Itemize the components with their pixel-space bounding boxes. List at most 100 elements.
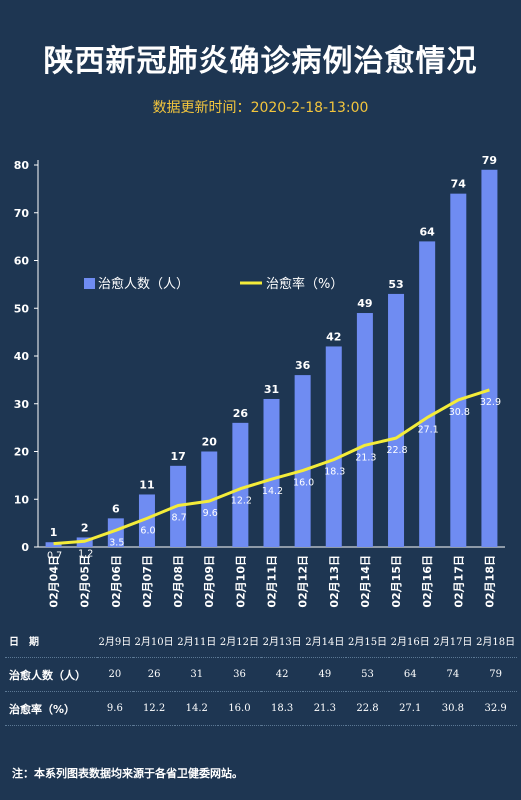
update-label: 数据更新时间： xyxy=(152,100,251,116)
table-cell: 20 xyxy=(97,657,133,692)
y-tick-label: 30 xyxy=(14,398,30,411)
bar xyxy=(201,451,218,547)
y-tick-label: 80 xyxy=(14,159,30,172)
rate-value-label: 32.9 xyxy=(480,397,501,408)
x-tick-label: 02月10日 xyxy=(234,555,247,608)
bar-value-label: 6 xyxy=(112,502,120,515)
legend-bar-swatch xyxy=(84,278,95,289)
bar xyxy=(294,375,311,547)
y-tick-label: 0 xyxy=(21,541,29,554)
table-cell: 12.2 xyxy=(132,691,176,726)
update-time: 2020-2-18-13:00 xyxy=(250,100,369,116)
x-tick-label: 02月11日 xyxy=(266,555,279,608)
legend-bar-label: 治愈人数（人） xyxy=(98,277,189,292)
y-tick-label: 20 xyxy=(14,446,30,459)
table-cell: 18.3 xyxy=(260,691,304,726)
source-note: 注：本系列图表数据均来源于各省卫健委网站。 xyxy=(12,767,243,780)
y-tick-label: 10 xyxy=(14,493,30,506)
table-cell: 36 xyxy=(218,657,261,692)
rate-value-label: 30.8 xyxy=(449,407,470,418)
table-cell: 22.8 xyxy=(346,691,389,726)
bar xyxy=(388,293,405,547)
y-tick-label: 60 xyxy=(14,255,30,268)
x-tick-label: 02月16日 xyxy=(421,555,434,608)
table-cell: 2月14日 xyxy=(303,624,347,658)
table-cell: 32.9 xyxy=(474,691,517,726)
bar xyxy=(263,398,280,547)
table-cell: 26 xyxy=(132,657,176,692)
table-cell: 42 xyxy=(260,657,304,692)
table-cell: 2月15日 xyxy=(346,624,389,658)
table-cell: 21.3 xyxy=(303,691,347,726)
x-tick-label: 02月17日 xyxy=(452,555,465,608)
bar-value-label: 74 xyxy=(451,178,467,191)
table-cell: 2月13日 xyxy=(260,624,304,658)
bar-value-label: 49 xyxy=(357,297,372,310)
table-cell: 9.6 xyxy=(97,691,133,726)
bar-value-label: 26 xyxy=(233,407,249,420)
rate-value-label: 3.5 xyxy=(109,537,124,548)
page-title: 陕西新冠肺炎确诊病例治愈情况 xyxy=(43,44,478,79)
table-cell: 16.0 xyxy=(218,691,261,726)
y-tick-label: 40 xyxy=(14,350,30,363)
bar-value-label: 1 xyxy=(50,526,58,539)
x-tick-label: 02月08日 xyxy=(172,555,185,608)
bar-value-label: 11 xyxy=(139,478,154,491)
rate-value-label: 18.3 xyxy=(324,467,345,478)
bar xyxy=(419,241,436,547)
rate-value-label: 16.0 xyxy=(293,478,314,489)
bar-value-label: 36 xyxy=(295,359,311,372)
bar-value-label: 2 xyxy=(81,521,89,534)
table-row-header: 治愈人数（人） xyxy=(5,657,97,692)
x-tick-label: 02月13日 xyxy=(328,555,341,608)
table-cell: 53 xyxy=(346,657,389,692)
table-cell: 2月9日 xyxy=(97,624,133,658)
table-cell: 2月16日 xyxy=(388,624,432,658)
bar xyxy=(481,169,498,547)
x-tick-label: 02月04日 xyxy=(48,555,61,608)
bar-value-label: 53 xyxy=(388,278,403,291)
bar xyxy=(232,422,249,547)
y-tick-label: 70 xyxy=(14,207,30,220)
table-cell: 2月17日 xyxy=(431,624,475,658)
table-cell: 31 xyxy=(175,657,219,692)
table-cell: 74 xyxy=(431,657,475,692)
x-tick-label: 02月06日 xyxy=(110,555,123,608)
recovery-chart: 0 10 20 30 40 50 60 70 80 1 02月04日 2 02月05日 6 02月06日 11… xyxy=(14,154,505,608)
bar-value-label: 31 xyxy=(264,383,279,396)
bar-value-label: 79 xyxy=(482,154,497,167)
x-tick-label: 02月07日 xyxy=(141,555,154,608)
table-cell: 49 xyxy=(303,657,347,692)
table-cell: 64 xyxy=(388,657,432,692)
table-cell: 14.2 xyxy=(175,691,219,726)
legend-line-label: 治愈率（%） xyxy=(266,276,343,292)
data-table: 日 期 2月9日 2月10日 2月11日 2月12日 2月13日 2月14日 2月15日 2月1… xyxy=(5,624,517,726)
bar-value-label: 20 xyxy=(202,436,218,449)
x-tick-label: 02月15日 xyxy=(390,555,403,608)
table-cell: 30.8 xyxy=(431,691,475,726)
table-cell: 2月18日 xyxy=(474,624,517,658)
rate-value-label: 27.1 xyxy=(418,425,439,436)
table-row: 治愈率（%） 9.6 12.2 14.2 16.0 18.3 21.3 22.8 27.1 30.… xyxy=(5,691,517,726)
recovery-rate-line xyxy=(53,388,490,546)
rate-value-label: 0.7 xyxy=(47,551,62,562)
rate-value-label: 1.2 xyxy=(78,548,93,559)
table-cell: 2月12日 xyxy=(218,624,261,658)
bar-value-label: 42 xyxy=(326,330,341,343)
rate-value-label: 9.6 xyxy=(203,508,218,519)
x-tick-label: 02月14日 xyxy=(359,555,372,608)
table-cell: 2月11日 xyxy=(175,624,219,658)
x-tick-label: 02月18日 xyxy=(483,555,496,608)
rate-value-label: 14.2 xyxy=(262,486,283,497)
bar-value-label: 17 xyxy=(170,450,185,463)
rate-value-label: 22.8 xyxy=(386,445,407,456)
x-tick-label: 02月09日 xyxy=(203,555,216,608)
x-tick-label: 02月12日 xyxy=(297,555,310,608)
rate-value-label: 8.7 xyxy=(172,512,187,523)
bar-value-label: 64 xyxy=(420,225,436,238)
x-tick-label: 02月05日 xyxy=(79,555,92,608)
bar xyxy=(356,313,373,547)
table-row-header: 日 期 xyxy=(5,624,97,658)
table-row: 治愈人数（人） 20 26 31 36 42 49 53 64 74 79 xyxy=(5,657,517,692)
table-cell: 2月10日 xyxy=(132,624,176,658)
